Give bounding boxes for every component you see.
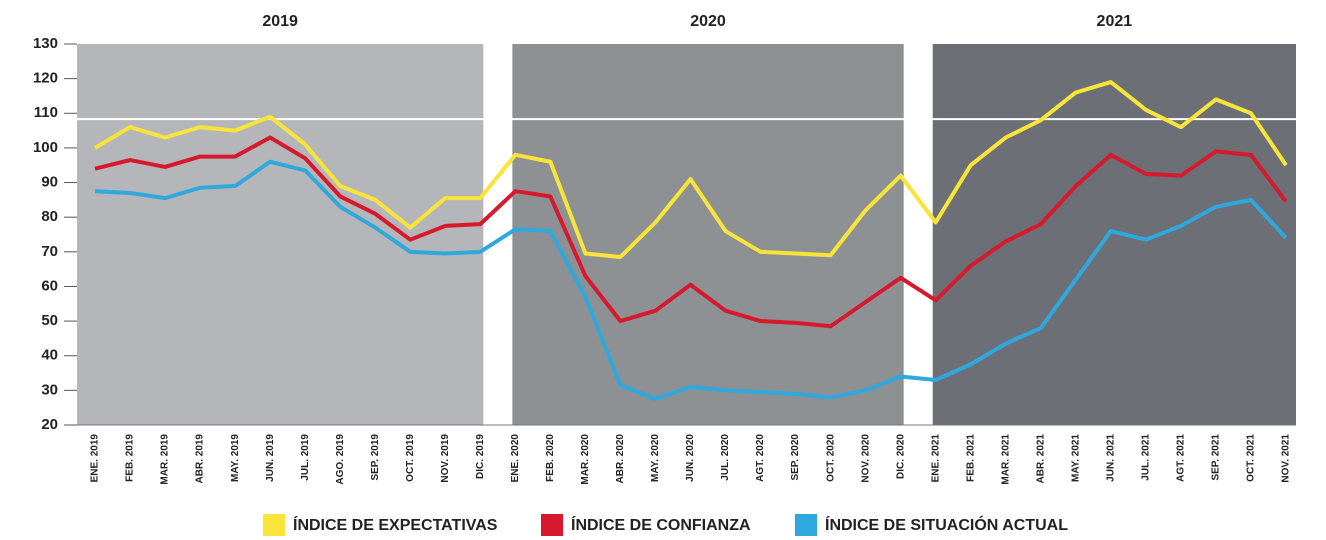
series-line bbox=[94, 159, 1288, 402]
x-tick-label: DIC. 2020 bbox=[895, 434, 906, 479]
y-tick-label: 30 bbox=[41, 381, 58, 398]
x-tick-label: JUL. 2021 bbox=[1141, 434, 1152, 481]
x-tick-label: MAY. 2020 bbox=[650, 434, 661, 482]
legend-label: ÍNDICE DE EXPECTATIVAS bbox=[293, 515, 498, 534]
x-tick-label: FEB. 2020 bbox=[545, 434, 556, 482]
x-tick-label: OCT. 2019 bbox=[405, 434, 416, 482]
x-tick-label: JUN. 2021 bbox=[1105, 434, 1116, 482]
y-tick-label: 100 bbox=[33, 139, 58, 156]
x-tick-label: OCT. 2020 bbox=[825, 434, 836, 482]
y-tick-label: 70 bbox=[41, 243, 58, 260]
x-tick-label: JUN. 2019 bbox=[265, 434, 276, 482]
x-tick-label: JUL. 2020 bbox=[720, 434, 731, 481]
x-tick-label: ABR. 2021 bbox=[1035, 434, 1046, 484]
period-label: 2020 bbox=[690, 13, 726, 30]
x-tick-label: SEP. 2019 bbox=[370, 434, 381, 481]
y-tick-label: 40 bbox=[41, 347, 58, 364]
x-tick-label: ABR. 2019 bbox=[195, 434, 206, 484]
y-tick-label: 60 bbox=[41, 277, 58, 294]
x-tick-label: MAR. 2021 bbox=[1000, 434, 1011, 485]
y-tick-label: 90 bbox=[41, 174, 58, 191]
x-tick-label: SEP. 2020 bbox=[790, 434, 801, 481]
x-tick-label: MAR. 2019 bbox=[160, 434, 171, 485]
period-label: 2021 bbox=[1097, 13, 1133, 30]
y-tick-label: 20 bbox=[41, 416, 58, 433]
x-tick-label: AGO. 2019 bbox=[335, 434, 346, 485]
x-tick-label: OCT. 2021 bbox=[1246, 434, 1257, 482]
x-tick-label: ENE. 2021 bbox=[930, 434, 941, 483]
legend-label: ÍNDICE DE SITUACIÓN ACTUAL bbox=[825, 515, 1068, 534]
x-tick-label: AGT. 2021 bbox=[1176, 434, 1187, 482]
y-tick-label: 130 bbox=[33, 35, 58, 52]
x-tick-label: ENE. 2019 bbox=[90, 434, 101, 483]
x-tick-label: FEB. 2019 bbox=[125, 434, 136, 482]
legend-swatch bbox=[795, 514, 817, 536]
x-tick-label: MAR. 2020 bbox=[580, 434, 591, 485]
period-band bbox=[77, 44, 484, 425]
series-line bbox=[93, 80, 1288, 260]
y-tick-label: 120 bbox=[33, 70, 58, 87]
x-tick-label: AGT. 2020 bbox=[755, 434, 766, 482]
x-tick-label: JUN. 2020 bbox=[685, 434, 696, 482]
y-tick-label: 80 bbox=[41, 208, 58, 225]
x-tick-label: NOV. 2020 bbox=[860, 434, 871, 483]
y-tick-label: 110 bbox=[34, 104, 58, 121]
x-tick-label: NOV. 2021 bbox=[1281, 434, 1292, 483]
x-tick-label: SEP. 2021 bbox=[1211, 434, 1222, 481]
x-tick-label: DIC. 2019 bbox=[475, 434, 486, 479]
series-line bbox=[94, 135, 1288, 329]
legend-label: ÍNDICE DE CONFIANZA bbox=[571, 515, 751, 534]
x-tick-label: ABR. 2020 bbox=[615, 434, 626, 484]
x-tick-label: ENE. 2020 bbox=[510, 434, 521, 483]
x-tick-label: NOV. 2019 bbox=[440, 434, 451, 483]
y-tick-label: 50 bbox=[41, 312, 58, 329]
legend-swatch bbox=[263, 514, 285, 536]
period-band bbox=[932, 44, 1296, 425]
x-tick-label: FEB. 2021 bbox=[965, 434, 976, 482]
x-tick-label: MAY. 2021 bbox=[1070, 434, 1081, 482]
x-tick-label: JUL. 2019 bbox=[300, 434, 311, 481]
period-label: 2019 bbox=[262, 13, 298, 30]
x-tick-label: MAY. 2019 bbox=[230, 434, 241, 482]
legend-swatch bbox=[541, 514, 563, 536]
